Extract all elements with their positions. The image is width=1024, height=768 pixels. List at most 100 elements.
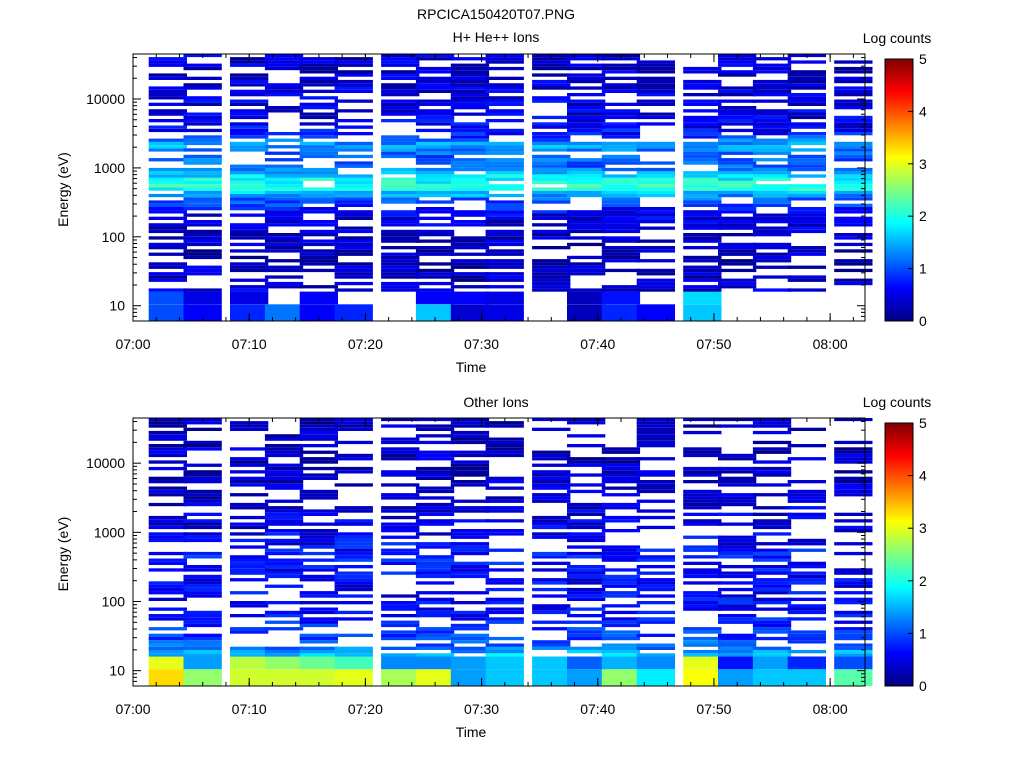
heatmap-cell	[183, 581, 222, 585]
heatmap-cell	[532, 620, 571, 624]
heatmap-cell	[415, 643, 455, 647]
heatmap-cell	[567, 633, 606, 637]
heatmap-cell	[381, 109, 420, 113]
heatmap-cell	[299, 578, 338, 582]
heatmap-cell	[415, 669, 455, 686]
heatmap-cell	[485, 499, 524, 503]
heatmap-cell	[532, 535, 571, 539]
heatmap-cell	[601, 148, 641, 152]
x-axis-label: Time	[456, 359, 487, 375]
heatmap-cell	[787, 574, 826, 579]
heatmap-cell	[230, 132, 269, 136]
heatmap-cell	[601, 115, 641, 120]
heatmap-cell	[299, 197, 338, 201]
heatmap-cell	[636, 646, 675, 650]
heatmap-cell	[264, 304, 304, 321]
heatmap-cell	[752, 620, 792, 624]
heatmap-cell	[381, 138, 420, 142]
heatmap-cell	[485, 444, 524, 448]
x-tick-label: 07:20	[348, 701, 383, 717]
heatmap-cell	[601, 466, 641, 471]
heatmap-cell	[415, 614, 455, 618]
heatmap-cell	[485, 210, 524, 214]
heatmap-cell	[230, 122, 269, 126]
heatmap-cell	[334, 571, 373, 575]
heatmap-cell	[834, 128, 873, 133]
heatmap-cell	[532, 640, 571, 644]
heatmap-cell	[718, 86, 757, 90]
heatmap-cell	[415, 281, 455, 286]
heatmap-cell	[787, 187, 826, 191]
heatmap-cell	[381, 187, 420, 191]
heatmap-cell	[567, 255, 606, 260]
heatmap-cell	[718, 252, 757, 256]
heatmap-cell	[718, 220, 757, 224]
heatmap-cell	[601, 650, 641, 654]
heatmap-cell	[183, 177, 222, 181]
heatmap-cell	[601, 591, 641, 595]
heatmap-cell	[718, 164, 757, 168]
heatmap-cell	[230, 148, 269, 152]
heatmap-cell	[450, 545, 490, 549]
heatmap-cell	[532, 145, 571, 149]
heatmap-cell	[381, 473, 420, 477]
heatmap-cell	[299, 174, 338, 178]
heatmap-cell	[718, 174, 757, 178]
heatmap-cell	[601, 555, 641, 559]
heatmap-cell	[334, 532, 373, 536]
heatmap-cell	[567, 109, 606, 113]
heatmap-cell	[834, 197, 873, 201]
heatmap-cell	[450, 242, 490, 247]
heatmap-cell	[787, 496, 826, 500]
heatmap-cell	[683, 109, 722, 113]
heatmap-cell	[450, 561, 490, 565]
heatmap-cell	[718, 184, 757, 188]
heatmap-cell	[148, 73, 187, 77]
heatmap-cell	[381, 551, 420, 556]
heatmap-cell	[230, 135, 269, 139]
heatmap-cell	[718, 636, 757, 641]
heatmap-cell	[787, 70, 826, 74]
heatmap-cell	[532, 483, 571, 487]
heatmap-cell	[601, 112, 641, 116]
heatmap-cell	[601, 145, 641, 149]
heatmap-cell	[601, 450, 641, 454]
heatmap-cell	[834, 486, 873, 490]
heatmap-cell	[381, 148, 420, 152]
heatmap-cell	[683, 210, 722, 214]
heatmap-cell	[601, 66, 641, 71]
heatmap-cell	[834, 529, 873, 533]
heatmap-cell	[381, 558, 420, 562]
heatmap-cell	[148, 242, 187, 247]
heatmap-cell	[636, 470, 675, 474]
heatmap-cell	[381, 496, 420, 500]
heatmap-cell	[567, 538, 606, 543]
heatmap-cell	[230, 200, 269, 204]
heatmap-cell	[787, 457, 826, 461]
heatmap-cell	[450, 574, 490, 579]
heatmap-cell	[718, 512, 757, 516]
heatmap-cell	[183, 636, 222, 641]
heatmap-cell	[230, 242, 269, 247]
heatmap-cell	[148, 561, 187, 565]
heatmap-cell	[299, 535, 338, 539]
heatmap-cell	[183, 578, 222, 582]
heatmap-cell	[567, 650, 606, 654]
heatmap-cell	[264, 83, 304, 87]
heatmap-cell	[299, 252, 338, 256]
heatmap-cell	[834, 493, 873, 497]
heatmap-cell	[485, 496, 524, 500]
heatmap-cell	[636, 418, 675, 422]
heatmap-cell	[683, 79, 722, 84]
heatmap-cell	[752, 252, 792, 256]
heatmap-cell	[787, 190, 826, 194]
heatmap-cell	[567, 460, 606, 464]
heatmap-cell	[148, 450, 187, 454]
heatmap-cell	[299, 210, 338, 214]
heatmap-cell	[567, 597, 606, 601]
heatmap-cell	[718, 653, 757, 657]
heatmap-cell	[450, 506, 490, 510]
heatmap-cell	[636, 167, 675, 172]
heatmap-cell	[834, 122, 873, 126]
heatmap-cell	[834, 447, 873, 451]
